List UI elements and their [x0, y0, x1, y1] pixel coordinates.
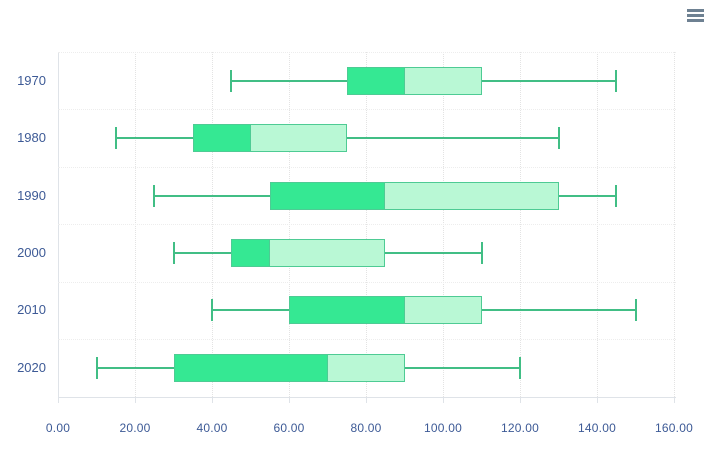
whisker-cap-min	[95, 356, 98, 379]
x-axis-tick	[443, 396, 444, 403]
boxplot-lower-quartile-box[interactable]	[231, 238, 270, 267]
whisker-cap-max	[519, 356, 521, 379]
boxplot-upper-quartile-box[interactable]	[384, 181, 559, 210]
whisker-cap-min	[172, 241, 175, 264]
chart-toolbar-menu-button[interactable]	[687, 8, 704, 23]
x-axis-line	[58, 396, 676, 398]
x-axis-tick	[520, 396, 521, 403]
y-axis-label: 2020	[17, 359, 46, 375]
whisker-cap-max	[615, 184, 618, 207]
whisker-cap-min	[153, 184, 156, 207]
x-axis-label: 120.00	[501, 421, 539, 435]
boxplot-lower-quartile-box[interactable]	[346, 66, 405, 95]
row-separator-gridline	[58, 339, 676, 341]
x-axis-tick	[366, 396, 367, 403]
whisker-line-high	[404, 366, 520, 369]
boxplot-upper-quartile-box[interactable]	[268, 238, 386, 267]
whisker-cap-min	[230, 69, 233, 92]
boxplot-upper-quartile-box[interactable]	[326, 353, 405, 382]
whisker-line-high	[481, 79, 617, 82]
hamburger-menu-icon	[687, 14, 704, 17]
x-axis-tick	[289, 396, 290, 403]
boxplot-upper-quartile-box[interactable]	[249, 124, 347, 153]
boxplot-upper-quartile-box[interactable]	[403, 296, 482, 325]
x-axis-label: 60.00	[273, 421, 305, 435]
whisker-line-low	[212, 309, 289, 312]
x-axis-label: 0.00	[45, 421, 71, 435]
whisker-cap-max	[634, 299, 637, 322]
whisker-line-high	[385, 251, 482, 254]
x-axis-tick	[212, 396, 213, 403]
whisker-line-low	[173, 251, 232, 254]
y-axis-label: 1980	[17, 130, 46, 146]
whisker-cap-max	[615, 69, 618, 92]
y-axis-label: 1990	[17, 187, 46, 203]
y-axis-label: 2010	[17, 302, 46, 318]
y-axis-label: 2000	[17, 244, 46, 260]
boxplot-lower-quartile-box[interactable]	[173, 353, 328, 382]
whisker-line-low	[115, 137, 193, 140]
row-separator-gridline	[58, 166, 676, 168]
whisker-line-low	[154, 194, 270, 197]
x-axis-tick	[674, 396, 675, 403]
boxplot-lower-quartile-box[interactable]	[289, 296, 405, 325]
row-separator-gridline	[58, 224, 676, 226]
whisker-cap-max	[480, 241, 483, 264]
whisker-cap-max	[557, 127, 560, 150]
whisker-line-low	[231, 79, 347, 82]
x-axis-label: 140.00	[578, 421, 616, 435]
x-axis-tick	[58, 396, 59, 403]
boxplot-lower-quartile-box[interactable]	[192, 124, 251, 153]
row-separator-gridline	[58, 109, 676, 111]
x-axis-tick	[135, 396, 136, 403]
whisker-line-high	[346, 137, 559, 140]
row-separator-gridline	[58, 52, 676, 53]
x-axis-label: 40.00	[196, 421, 228, 435]
x-axis-label: 160.00	[655, 421, 693, 435]
whisker-line-low	[96, 366, 174, 369]
row-separator-gridline	[58, 281, 676, 283]
x-axis-label: 100.00	[424, 421, 462, 435]
y-axis-label: 1970	[17, 72, 46, 88]
whisker-line-high	[481, 309, 636, 312]
hamburger-menu-icon	[687, 9, 704, 12]
x-axis-label: 80.00	[350, 421, 382, 435]
boxplot-upper-quartile-box[interactable]	[403, 66, 482, 95]
whisker-cap-min	[211, 299, 213, 322]
x-axis-label: 20.00	[119, 421, 151, 435]
hamburger-menu-icon	[687, 19, 704, 22]
boxplot-lower-quartile-box[interactable]	[269, 181, 386, 210]
x-axis-tick	[597, 396, 598, 403]
whisker-line-high	[558, 194, 617, 197]
whisker-cap-min	[114, 127, 117, 150]
